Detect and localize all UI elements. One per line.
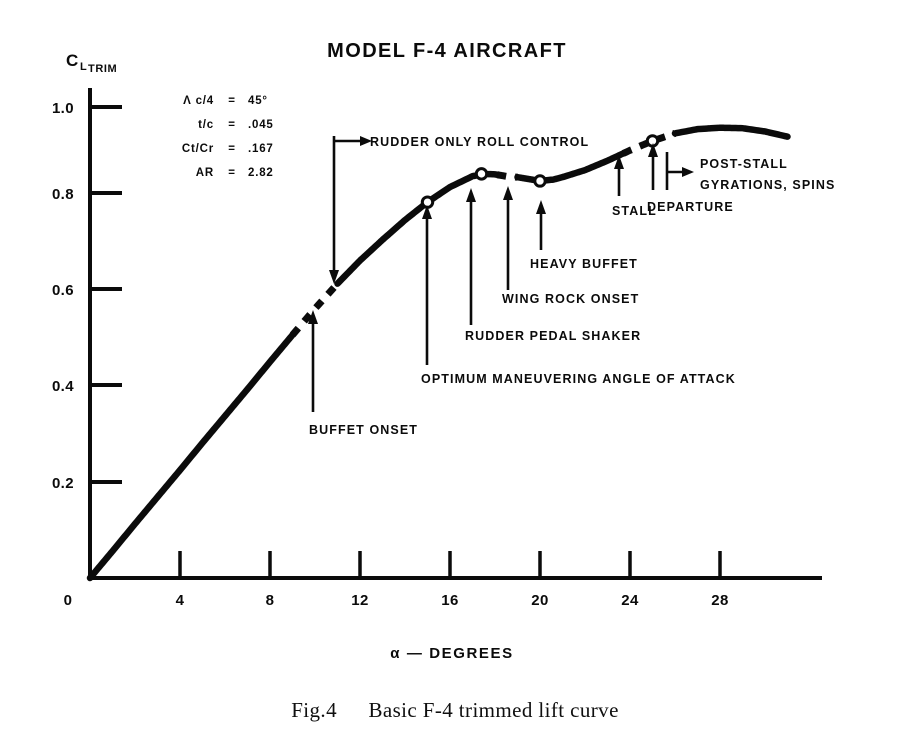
data-point-marker	[474, 167, 489, 181]
lift-curve-dashed-segment	[289, 281, 341, 338]
annotation-buffet-onset: BUFFET ONSET	[309, 423, 418, 437]
param-value-0: 45°	[248, 95, 268, 107]
lift-curve-solid-segment	[334, 170, 501, 287]
x-tick-label-28: 28	[711, 592, 729, 609]
y-axis-title-main: C	[66, 51, 78, 70]
y-tick-label-0.2: 0.2	[52, 475, 74, 492]
param-value-3: 2.82	[248, 167, 274, 179]
param-eq-2: =	[228, 143, 236, 155]
y-axis-title-sub-trim: TRIM	[88, 63, 117, 75]
parameter-block: Λ c/4 = 45° t/c = .045 Ct/Cr = .167 AR =…	[182, 95, 274, 179]
arrowhead-up-icon	[503, 186, 513, 200]
y-tick-label-0.4: 0.4	[52, 378, 74, 395]
arrowhead-up-icon	[308, 310, 318, 324]
lift-curve-solid-segment	[86, 331, 296, 582]
x-axis-ticks	[178, 551, 722, 578]
lift-curve-solid-segment	[671, 124, 791, 140]
param-name-2: Ct/Cr	[182, 143, 214, 155]
lift-curve-solid-segment	[514, 150, 627, 185]
param-name-0: Λ c/4	[183, 95, 214, 107]
arrowhead-up-icon	[614, 155, 624, 169]
arrowhead-up-icon	[422, 205, 432, 219]
arrowhead-up-icon	[648, 143, 658, 157]
y-axis-title-sub-l: L	[80, 61, 87, 73]
annotation-stall: STALL	[612, 204, 657, 218]
figure-caption-gap	[341, 698, 364, 722]
annotation-optimum-maneuvering-angle-of-attack: OPTIMUM MANEUVERING ANGLE OF ATTACK	[421, 372, 736, 386]
param-value-2: .167	[248, 143, 274, 155]
annotation-labels: RUDDER ONLY ROLL CONTROL BUFFET ONSET OP…	[309, 135, 835, 437]
chart-title: MODEL F-4 AIRCRAFT	[327, 40, 567, 62]
y-tick-label-0.8: 0.8	[52, 186, 74, 203]
y-axis-ticks	[90, 105, 122, 484]
annotation-departure: DEPARTURE	[647, 200, 734, 214]
figure-caption: Fig.4 Basic F-4 trimmed lift curve	[0, 698, 910, 723]
figure-caption-text: Basic F-4 trimmed lift curve	[368, 698, 619, 722]
arrowhead-right-icon	[682, 167, 694, 177]
figure-caption-label: Fig.4	[291, 698, 337, 722]
lift-curve-series	[86, 124, 791, 582]
arrowhead-up-icon	[466, 188, 476, 202]
x-tick-label-16: 16	[441, 592, 459, 609]
param-value-1: .045	[248, 119, 274, 131]
arrowhead-up-icon	[536, 200, 546, 214]
lift-curve-dashed-segment	[496, 171, 518, 181]
arrowhead-down-icon	[329, 270, 339, 284]
y-axis-title: C L TRIM	[66, 51, 117, 75]
param-eq-1: =	[228, 119, 236, 131]
x-tick-label-4: 4	[176, 592, 185, 609]
x-axis-title: α — DEGREES	[390, 645, 514, 662]
annotation-leaders	[308, 136, 694, 412]
x-tick-label-20: 20	[531, 592, 549, 609]
x-tick-label-24: 24	[621, 592, 639, 609]
x-tick-label-8: 8	[266, 592, 275, 609]
param-name-1: t/c	[198, 119, 214, 131]
y-axis-tick-labels: 1.0 0.8 0.6 0.4 0.2	[52, 100, 74, 492]
x-tick-label-12: 12	[351, 592, 369, 609]
annotation-post-stall-line2: GYRATIONS, SPINS	[700, 178, 835, 192]
annotation-rudder-pedal-shaker: RUDDER PEDAL SHAKER	[465, 329, 641, 343]
data-point-marker	[420, 195, 435, 209]
annotation-rudder-only-roll-control: RUDDER ONLY ROLL CONTROL	[370, 135, 589, 149]
param-eq-3: =	[228, 167, 236, 179]
param-eq-0: =	[228, 95, 236, 107]
annotation-heavy-buffet: HEAVY BUFFET	[530, 257, 638, 271]
y-tick-label-1.0: 1.0	[52, 100, 74, 117]
x-axis-tick-labels: 0 4 8 12 16 20 24 28	[64, 592, 729, 609]
x-tick-label-0: 0	[64, 592, 73, 609]
param-name-3: AR	[196, 167, 214, 179]
arrowhead-right-icon	[360, 136, 372, 146]
annotation-wing-rock-onset: WING ROCK ONSET	[502, 292, 639, 306]
annotation-post-stall-line1: POST-STALL	[700, 157, 788, 171]
y-tick-label-0.6: 0.6	[52, 282, 74, 299]
data-point-marker	[533, 174, 547, 188]
